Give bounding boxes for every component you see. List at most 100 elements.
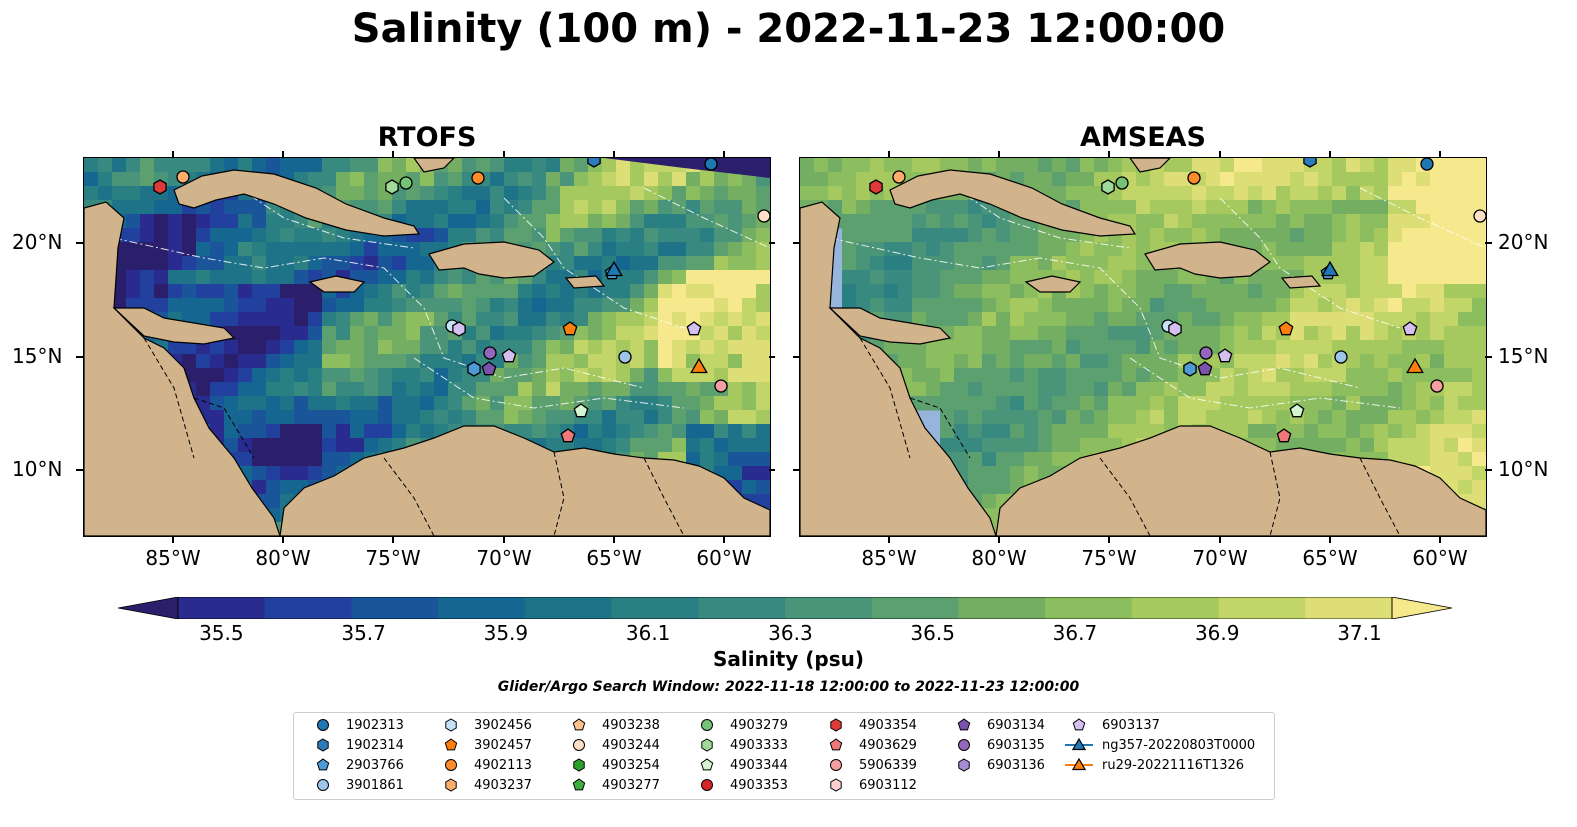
legend-item: 4903244 xyxy=(564,735,660,755)
legend-item: 6903136 xyxy=(949,755,1045,775)
legend-marker-icon xyxy=(317,779,329,791)
lon-tick-bottom-right-3 xyxy=(1219,537,1221,543)
legend-marker-icon xyxy=(830,759,842,771)
lon-tick-top-left-4 xyxy=(613,151,615,157)
lon-tick-label-right-0: 85°W xyxy=(861,546,917,570)
colorbar-swatches xyxy=(117,596,1453,620)
legend-label: 4903354 xyxy=(859,717,917,733)
lon-tick-bottom-right-4 xyxy=(1329,537,1331,543)
glider-marker-ru29 xyxy=(690,357,708,374)
float-marker-4903344 xyxy=(573,403,589,418)
colorbar-segment-7 xyxy=(698,597,786,619)
lon-tick-label-right-3: 70°W xyxy=(1192,546,1248,570)
legend-marker-icon xyxy=(445,778,457,792)
legend-marker-icon xyxy=(701,779,713,791)
legend-item: 4903254 xyxy=(564,755,660,775)
map-rtofs[interactable] xyxy=(83,157,771,537)
float-marker-3901861 xyxy=(1334,350,1348,364)
legend: 1902313 1902314 2903766 3901861 3902456 39024… xyxy=(293,712,1275,800)
float-marker-6903135 xyxy=(483,346,497,360)
lat-tick-mid-b-2 xyxy=(793,469,799,471)
lat-tick-label-right-1: 15°N xyxy=(1498,344,1549,368)
legend-item: 4903353 xyxy=(692,775,788,795)
float-marker-4903354 xyxy=(153,179,167,195)
legend-marker-icon xyxy=(700,758,714,771)
colorbar-segment-13 xyxy=(1218,597,1306,619)
legend-label: 4903279 xyxy=(730,717,788,733)
lat-tick-label-right-0: 20°N xyxy=(1498,230,1549,254)
float-marker-1902313 xyxy=(704,158,718,171)
float-marker-2903766 xyxy=(1183,361,1197,377)
float-marker-1902314 xyxy=(1303,158,1317,168)
colorbar-tick-label-8: 37.1 xyxy=(1337,621,1382,645)
float-marker-2903766 xyxy=(467,361,481,377)
float-marker-5906339 xyxy=(714,379,728,393)
legend-item: 4903237 xyxy=(436,775,532,795)
lon-tick-top-right-1 xyxy=(998,151,1000,157)
legend-item: 6903135 xyxy=(949,735,1045,755)
legend-label: ng357-20220803T0000 xyxy=(1102,737,1256,753)
legend-item: 4903279 xyxy=(692,715,788,735)
float-marker-3902457 xyxy=(1278,321,1294,336)
legend-item: 3902456 xyxy=(436,715,532,735)
legend-marker-icon xyxy=(1072,718,1086,731)
colorbar-segment-14 xyxy=(1305,597,1393,619)
legend-item: ru29-20221116T1326 xyxy=(1064,755,1244,775)
colorbar-segment-12 xyxy=(1131,597,1220,619)
float-marker-3901861 xyxy=(618,350,632,364)
lon-tick-top-left-2 xyxy=(392,151,394,157)
legend-label: 3902457 xyxy=(474,737,532,753)
lat-tick-label-left-2: 10°N xyxy=(12,457,63,481)
legend-label: 1902313 xyxy=(346,717,404,733)
panel-title-amseas: AMSEAS xyxy=(1080,122,1206,153)
legend-marker-icon xyxy=(444,738,458,751)
float-marker-6903137b xyxy=(1217,348,1233,363)
glider-marker-ng357 xyxy=(605,260,623,277)
land-masses xyxy=(800,158,1486,536)
legend-label: 4902113 xyxy=(474,757,532,773)
legend-marker-icon xyxy=(572,778,586,791)
colorbar-tick-label-0: 35.5 xyxy=(199,621,244,645)
lon-tick-label-left-1: 80°W xyxy=(255,546,311,570)
float-marker-4903279 xyxy=(399,176,413,190)
colorbar-extend-low xyxy=(117,596,179,620)
float-markers xyxy=(153,158,770,443)
lat-tick-left-2 xyxy=(76,469,83,471)
legend-marker-icon xyxy=(830,718,842,732)
legend-marker-icon xyxy=(317,719,329,731)
legend-label: 1902314 xyxy=(346,737,404,753)
float-marker-4902113 xyxy=(1187,171,1201,185)
lon-tick-top-left-5 xyxy=(723,151,725,157)
lon-tick-top-left-0 xyxy=(172,151,174,157)
float-marker-4903237 xyxy=(176,170,190,184)
legend-label: 5906339 xyxy=(859,757,917,773)
legend-item: 6903134 xyxy=(949,715,1045,735)
lat-tick-right-0 xyxy=(1485,242,1492,244)
glider-marker-ru29 xyxy=(1406,357,1424,374)
legend-item: ng357-20220803T0000 xyxy=(1064,735,1255,755)
colorbar-segment-6 xyxy=(611,597,699,619)
colorbar-segment-1 xyxy=(178,597,266,619)
lat-tick-mid-a-1 xyxy=(769,356,775,358)
colorbar-extend-high xyxy=(1391,596,1453,620)
float-marker-4903244 xyxy=(757,209,770,223)
float-marker-4903354 xyxy=(869,179,883,195)
legend-item: 2903766 xyxy=(308,755,404,775)
lat-tick-mid-b-1 xyxy=(793,356,799,358)
colorbar xyxy=(117,596,1453,620)
legend-label: 3901861 xyxy=(346,777,404,793)
legend-marker-icon xyxy=(958,758,970,772)
glider-marker-ng357 xyxy=(1321,260,1339,277)
colorbar-tick-label-1: 35.7 xyxy=(341,621,386,645)
lon-tick-top-left-3 xyxy=(503,151,505,157)
float-marker-4903344 xyxy=(1289,403,1305,418)
legend-label: 4903254 xyxy=(602,757,660,773)
lon-tick-label-right-4: 65°W xyxy=(1302,546,1358,570)
figure-title: Salinity (100 m) - 2022-11-23 12:00:00 xyxy=(351,6,1226,52)
legend-marker-icon xyxy=(829,738,843,751)
legend-label: 4903629 xyxy=(859,737,917,753)
legend-marker-icon xyxy=(317,738,329,752)
legend-label: 4903238 xyxy=(602,717,660,733)
map-amseas[interactable] xyxy=(799,157,1487,537)
float-marker-4903279 xyxy=(1115,176,1129,190)
